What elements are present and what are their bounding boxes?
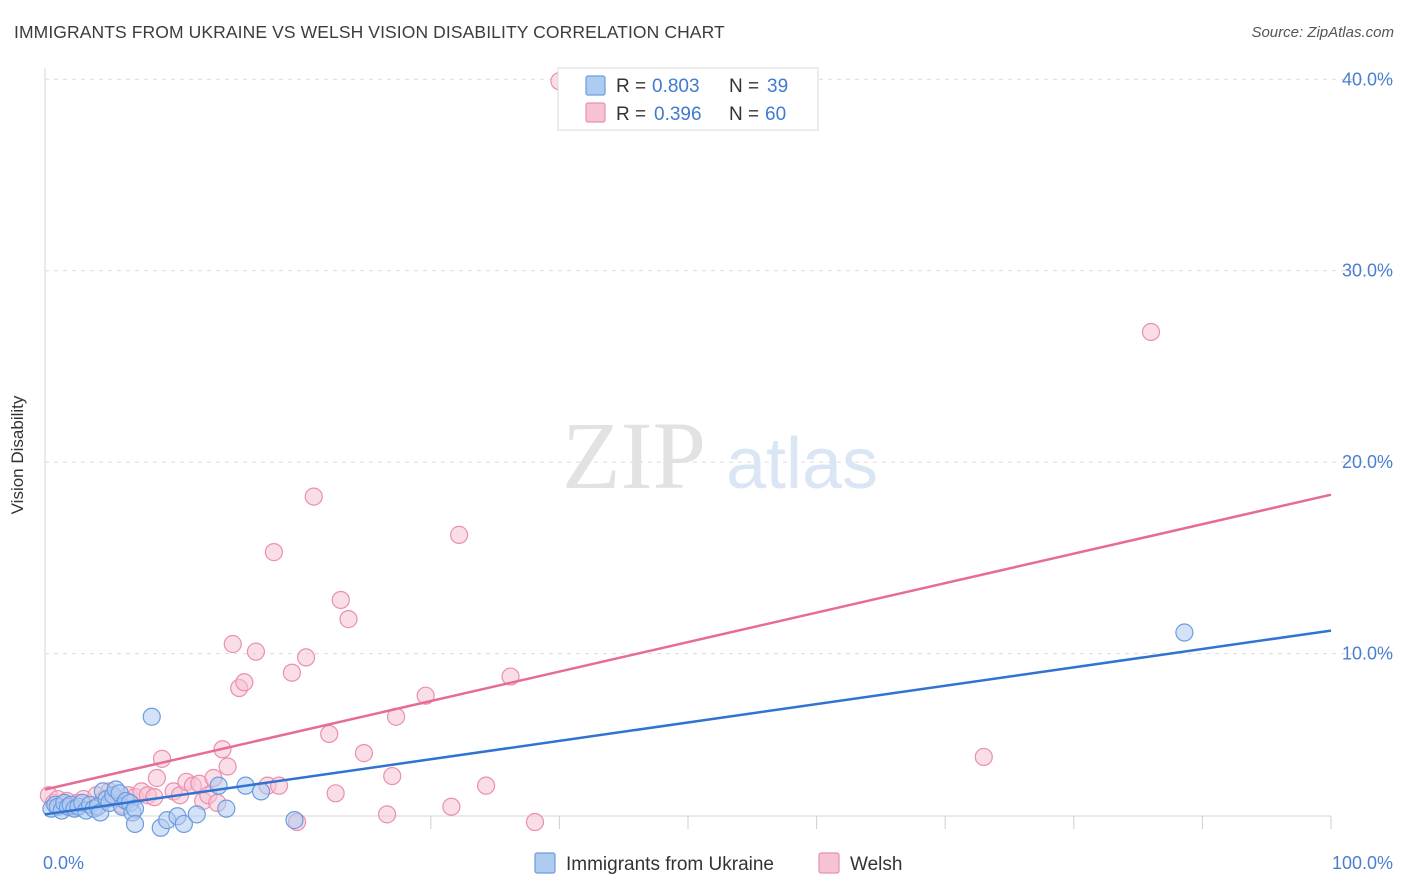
y-tick-label: 20.0% [1342, 452, 1393, 472]
welsh-point [320, 724, 339, 744]
trend-layer [44, 493, 1332, 816]
source-credit: Source: ZipAtlas.com [1251, 24, 1394, 41]
welsh-point [476, 776, 496, 795]
series-label-welsh[interactable]: Welsh [850, 854, 902, 875]
legend-swatch-blue [585, 75, 606, 96]
watermark-zip: ZIP [562, 402, 706, 509]
y-tick-label: 30.0% [1342, 261, 1393, 281]
welsh-point [235, 673, 254, 692]
watermark-atlas: atlas [726, 424, 878, 504]
welsh-point [1141, 322, 1161, 342]
legend-n-value: 39 [767, 76, 788, 97]
welsh-point [264, 543, 284, 562]
legend-n-value: 60 [765, 104, 786, 125]
series-legend: Immigrants from Ukraine Welsh [534, 852, 902, 875]
welsh-point [147, 768, 166, 788]
welsh-point [331, 590, 350, 610]
welsh-point [377, 805, 397, 824]
legend-r-value: 0.803 [652, 76, 700, 97]
welsh-point [296, 648, 316, 667]
x-tick-label: 0.0% [43, 853, 84, 873]
ukraine-point [285, 811, 304, 830]
welsh-point [339, 610, 358, 629]
welsh-point [383, 766, 402, 786]
ukraine-point [174, 814, 193, 834]
ukraine-point [125, 814, 145, 834]
legend-r-label: R = [616, 104, 646, 125]
legend-n-label: N = [729, 76, 759, 97]
ukraine-point [187, 805, 206, 824]
tick-labels-layer: 10.0% 20.0% 30.0% 40.0% 0.0% 100.0% [43, 69, 1393, 873]
welsh-point [282, 663, 302, 682]
legend-n-label: N = [729, 104, 759, 125]
ukraine-point [1175, 623, 1194, 642]
x-tick-label: 100.0% [1332, 853, 1393, 873]
welsh-point [354, 744, 374, 763]
legend-r-value: 0.396 [654, 104, 702, 125]
welsh-trend-line [44, 493, 1332, 791]
series-label-ukraine[interactable]: Immigrants from Ukraine [566, 854, 774, 875]
welsh-point [326, 784, 345, 803]
grid-layer [44, 68, 1392, 829]
welsh-point [304, 487, 323, 506]
welsh-point [974, 747, 993, 767]
series-swatch-welsh[interactable] [818, 852, 840, 874]
chart-title: IMMIGRANTS FROM UKRAINE VS WELSH VISION … [14, 22, 725, 42]
welsh-point [442, 797, 461, 816]
welsh-point [218, 757, 237, 776]
y-tick-label: 40.0% [1342, 69, 1393, 89]
stats-legend: R = 0.803 N = 39 R = 0.396 N = 60 [557, 67, 819, 131]
series-swatch-ukraine[interactable] [534, 852, 556, 874]
welsh-point [246, 642, 266, 661]
welsh-point [223, 634, 242, 654]
welsh-point [525, 812, 545, 832]
legend-swatch-pink [585, 102, 606, 123]
ukraine-trend-line [44, 629, 1332, 816]
welsh-point [416, 686, 435, 705]
welsh-point [449, 525, 469, 544]
watermark: ZIP atlas [562, 402, 878, 509]
y-tick-label: 10.0% [1342, 644, 1393, 664]
ukraine-point [217, 799, 236, 818]
ukraine-point [142, 707, 161, 726]
legend-r-label: R = [616, 76, 646, 97]
